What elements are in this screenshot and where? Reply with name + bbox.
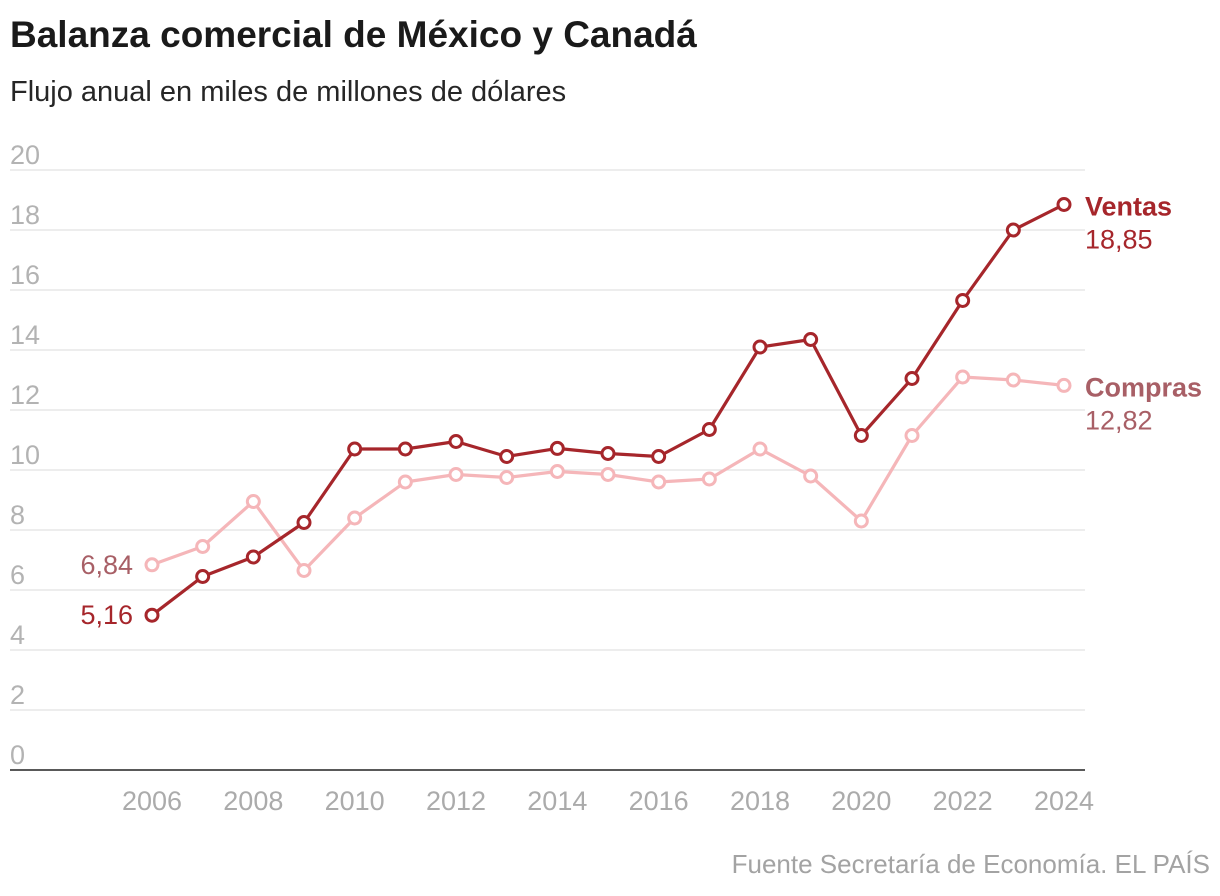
data-point xyxy=(397,474,413,490)
start-value-label: 5,16 xyxy=(80,600,133,630)
data-point xyxy=(296,563,312,578)
data-point xyxy=(347,441,363,457)
data-point xyxy=(499,470,515,485)
gridlines xyxy=(10,169,1085,711)
data-point xyxy=(549,464,565,479)
y-tick-label: 14 xyxy=(10,320,40,350)
data-point xyxy=(803,468,819,484)
y-tick-label: 10 xyxy=(10,440,40,470)
chart-subtitle: Flujo anual en miles de millones de dóla… xyxy=(10,76,567,108)
data-point xyxy=(245,494,261,509)
x-tick-label: 2022 xyxy=(933,786,993,816)
x-tick-label: 2010 xyxy=(325,786,385,816)
data-point xyxy=(448,467,464,482)
x-tick-label: 2014 xyxy=(527,786,587,816)
data-point xyxy=(144,607,160,623)
end-value-label: 12,82 xyxy=(1085,405,1153,435)
data-point xyxy=(195,539,211,554)
x-tick-label: 2020 xyxy=(831,786,891,816)
series-name-label: Ventas xyxy=(1085,192,1172,222)
data-point xyxy=(296,515,312,530)
data-point xyxy=(499,449,515,464)
data-point xyxy=(651,474,667,490)
data-point xyxy=(853,428,869,443)
x-axis-ticks: 2006 2008 2010 2012 2014 2016 2018 2020 2022 2024 xyxy=(122,786,1094,816)
y-tick-label: 20 xyxy=(10,140,40,170)
data-point xyxy=(1005,222,1021,238)
y-tick-label: 0 xyxy=(10,740,25,770)
data-point xyxy=(853,513,869,529)
x-tick-label: 2008 xyxy=(223,786,283,816)
y-tick-label: 8 xyxy=(10,500,25,530)
data-point xyxy=(347,510,363,526)
y-tick-label: 16 xyxy=(10,260,40,290)
end-value-label: 18,85 xyxy=(1085,225,1153,255)
data-point xyxy=(701,471,717,487)
y-tick-label: 6 xyxy=(10,560,25,590)
x-tick-label: 2016 xyxy=(629,786,689,816)
y-axis-ticks: 0 2 4 6 8 10 12 14 16 18 20 xyxy=(10,140,40,770)
data-point xyxy=(651,449,667,464)
data-point xyxy=(1005,372,1021,388)
series-group xyxy=(144,197,1072,623)
series-ventas xyxy=(144,197,1072,623)
data-point xyxy=(600,446,616,461)
data-point xyxy=(600,467,616,482)
data-point xyxy=(904,371,920,386)
data-point xyxy=(195,569,211,584)
data-point xyxy=(752,339,768,355)
data-point xyxy=(245,549,261,565)
x-tick-label: 2006 xyxy=(122,786,182,816)
data-point xyxy=(955,369,971,385)
series-compras xyxy=(144,369,1072,578)
data-point xyxy=(549,440,565,456)
x-tick-label: 2018 xyxy=(730,786,790,816)
data-point xyxy=(701,422,717,437)
y-tick-label: 4 xyxy=(10,620,25,650)
x-tick-label: 2024 xyxy=(1034,786,1094,816)
data-point xyxy=(904,428,920,443)
data-point xyxy=(1056,377,1072,393)
series-name-label: Compras xyxy=(1085,372,1202,402)
chart-title: Balanza comercial de México y Canadá xyxy=(10,14,697,55)
data-point xyxy=(955,293,971,308)
y-tick-label: 2 xyxy=(10,680,25,710)
y-tick-label: 12 xyxy=(10,380,40,410)
x-tick-label: 2012 xyxy=(426,786,486,816)
start-value-label: 6,84 xyxy=(80,550,133,580)
data-point xyxy=(448,434,464,449)
data-point xyxy=(1056,197,1072,212)
data-point xyxy=(752,441,768,457)
data-point xyxy=(397,441,413,457)
data-point xyxy=(803,332,819,347)
source-note: Fuente Secretaría de Economía. EL PAÍS xyxy=(731,849,1210,879)
y-tick-label: 18 xyxy=(10,200,40,230)
data-point xyxy=(144,557,160,573)
